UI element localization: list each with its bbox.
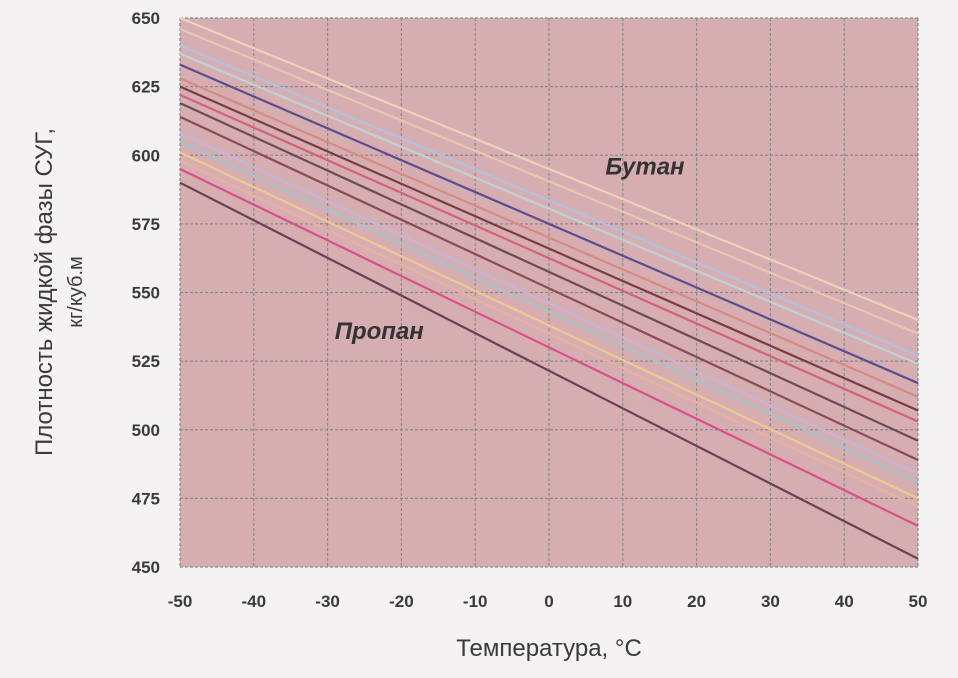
x-tick-label: 50 xyxy=(909,592,928,611)
x-tick-label: 0 xyxy=(544,592,553,611)
chart-annotations: Бутан Пропан xyxy=(335,153,685,345)
y-tick-label: 625 xyxy=(132,78,160,97)
x-tick-label: 10 xyxy=(613,592,632,611)
y-tick-label: 575 xyxy=(132,215,160,234)
y-tick-label: 550 xyxy=(132,284,160,303)
y-tick-label: 450 xyxy=(132,558,160,577)
series-line xyxy=(179,16,919,321)
x-tick-label: -10 xyxy=(463,592,488,611)
y-axis-title-line1: Плотность жидкой фазы СУГ, xyxy=(31,128,58,456)
series-line xyxy=(179,102,919,442)
x-tick-label: -30 xyxy=(315,592,340,611)
x-axis-title: Температура, °С xyxy=(456,635,642,662)
x-tick-label: 30 xyxy=(761,592,780,611)
series-line xyxy=(179,140,919,483)
series-line xyxy=(179,93,919,423)
annotation-label: Бутан xyxy=(605,153,685,180)
annotation-label: Пропан xyxy=(335,318,425,345)
y-tick-label: 500 xyxy=(132,421,160,440)
y-tick-label: 650 xyxy=(132,9,160,28)
series-line xyxy=(179,151,919,500)
x-tick-label: -40 xyxy=(242,592,267,611)
y-tick-labels: 450 475 500 525 550 575 600 625 650 xyxy=(132,9,160,577)
series-line xyxy=(179,85,919,412)
x-tick-label: 40 xyxy=(835,592,854,611)
x-tick-label: -50 xyxy=(168,592,193,611)
series-line xyxy=(179,52,919,365)
series-line xyxy=(179,27,919,335)
series-line xyxy=(179,132,919,475)
series-line xyxy=(179,115,919,461)
series-line xyxy=(179,167,919,527)
y-tick-label: 475 xyxy=(132,489,160,508)
series-lines xyxy=(179,16,919,560)
x-tick-label: -20 xyxy=(389,592,414,611)
series-line xyxy=(179,77,919,398)
y-tick-label: 600 xyxy=(132,146,160,165)
x-tick-label: 20 xyxy=(687,592,706,611)
series-line xyxy=(179,181,919,560)
y-axis-title: Плотность жидкой фазы СУГ, кг/куб.м xyxy=(31,128,87,456)
series-line xyxy=(179,159,919,508)
series-line xyxy=(179,44,919,357)
x-tick-labels: -50 -40 -30 -20 -10 0 10 20 30 40 50 xyxy=(168,592,928,611)
y-tick-label: 525 xyxy=(132,352,160,371)
series-line xyxy=(179,63,919,385)
y-axis-title-line2: кг/куб.м xyxy=(65,256,87,328)
